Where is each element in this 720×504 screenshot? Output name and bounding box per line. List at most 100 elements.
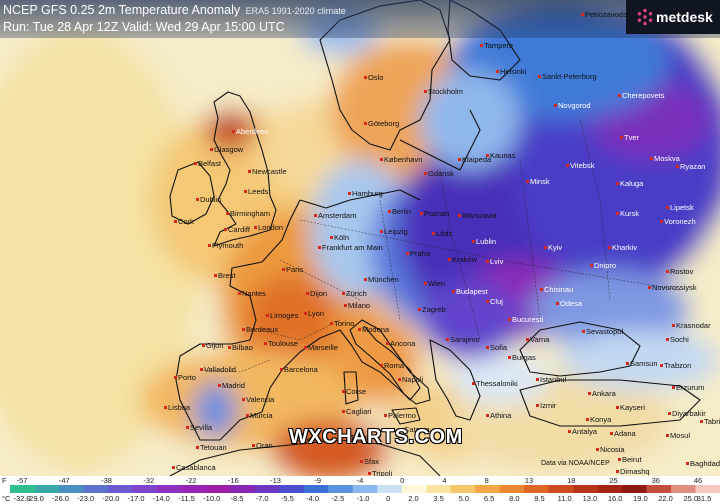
city-label: Berlin (387, 207, 412, 216)
legend-fahrenheit-label: 18 (567, 476, 576, 485)
legend-celsius-label: 8.0 (509, 494, 520, 503)
city-label: Kaunas (485, 151, 516, 160)
legend-celsius-label: 16.0 (607, 494, 623, 503)
city-label: Tver (620, 133, 639, 142)
city-label: Lipetsk (666, 203, 694, 212)
city-label: Birmingham (225, 209, 271, 218)
city-label: Minsk (526, 177, 550, 186)
city-label: Cagliari (341, 407, 372, 416)
city-label: Oslo (363, 73, 384, 82)
city-label: Milano (343, 301, 371, 310)
city-label: Belfast (194, 159, 221, 168)
city-label: Hamburg (348, 189, 383, 198)
city-label: Amsterdam (313, 211, 357, 220)
city-label: Tunis (345, 433, 369, 442)
legend-fahrenheit-label: -47 (58, 476, 70, 485)
city-label: Köln (329, 233, 350, 242)
legend-celsius-label: 5.0 (458, 494, 470, 503)
legend-celsius-row: °C -32.0 -29.0 -26.0 -23.0 -20.0 -17.0 -14.0 -1… (0, 494, 720, 503)
city-label: Helsinki (495, 67, 527, 76)
city-label: Cherepovets (618, 91, 665, 100)
metdesk-logo-text: metdesk (656, 9, 713, 25)
city-label: Kaluga (615, 179, 644, 188)
legend-swatch (181, 485, 207, 493)
city-label: Istanbul (535, 375, 567, 384)
legend-fahrenheit-label: 36 (651, 476, 660, 485)
legend-celsius-label: 19.0 (633, 494, 648, 503)
city-label: Aberdeen (232, 127, 269, 136)
legend-celsius-label: -26.0 (51, 494, 69, 503)
legend-celsius-label: 3.5 (433, 494, 444, 503)
city-label: Poznan (419, 209, 450, 218)
city-label: Bucuresti (507, 315, 544, 324)
city-label: Lviv (485, 257, 504, 266)
city-label: Kursk (615, 209, 640, 218)
map-title: NCEP GFS 0.25 2m Temperature Anomaly ERA… (3, 3, 346, 17)
legend-swatch (254, 485, 280, 493)
city-label: Dnipro (589, 261, 617, 270)
city-label: Samsun (626, 359, 658, 368)
anomaly-map[interactable] (0, 0, 720, 476)
city-label: Nicosia (596, 445, 625, 454)
city-label: Lódz (431, 229, 453, 238)
city-label: Tabriz (699, 418, 720, 426)
legend-swatch (107, 485, 133, 493)
city-label: Konya (585, 415, 612, 424)
city-label: Cluj (486, 297, 503, 306)
legend-swatch (83, 485, 109, 493)
city-label: Gijon (202, 341, 224, 350)
legend-celsius-label: -5.5 (280, 494, 294, 503)
legend-swatch (671, 485, 697, 493)
city-label: Burgas (508, 353, 536, 362)
city-label: Mosul (665, 431, 691, 440)
city-label: Sankt-Peterburg (538, 72, 597, 81)
legend-celsius-label: -4.0 (306, 494, 320, 503)
city-label: Sochi (666, 335, 689, 344)
legend-fahrenheit-label: -9 (314, 476, 322, 485)
map-title-text: NCEP GFS 0.25 2m Temperature Anomaly (3, 3, 241, 17)
city-label: Thessaloniki (472, 379, 518, 388)
city-label: Voronezh (660, 217, 696, 226)
legend-swatch (377, 485, 403, 493)
city-label: Lublin (471, 237, 497, 246)
header-bar (0, 0, 720, 38)
city-label: Roma (379, 361, 405, 370)
legend-swatch (573, 485, 599, 493)
city-label: Newcastle (248, 167, 287, 176)
city-label: Alger (292, 435, 314, 444)
legend-swatch (475, 485, 501, 493)
wxcharts-watermark: WXCHARTS.COM (289, 426, 463, 448)
city-label: Petrozavodsk (580, 10, 631, 19)
city-label: Modena (357, 325, 390, 334)
city-label: Tampere (479, 41, 514, 50)
city-label: Catania (400, 425, 430, 434)
legend-swatch (230, 485, 256, 493)
legend-fahrenheit-label: -13 (270, 476, 281, 485)
legend-celsius-label: -23.0 (77, 494, 95, 503)
legend-swatch (156, 485, 182, 493)
legend-celsius-label: 9.5 (534, 494, 545, 503)
legend-swatch (450, 485, 476, 493)
legend-celsius-label: 11.0 (557, 494, 572, 503)
metdesk-logo[interactable]: metdesk (626, 0, 720, 34)
legend-celsius-label: 0 (386, 494, 391, 503)
city-label: Dublin (195, 195, 222, 204)
metdesk-dots-icon (637, 8, 653, 26)
city-label: København (379, 155, 423, 164)
city-label: Novorossiysk (648, 283, 697, 292)
legend-swatch (279, 485, 305, 493)
legend-swatch (695, 485, 720, 493)
city-label: Porto (174, 373, 196, 382)
city-label: Plymouth (207, 241, 244, 250)
city-label: Rostov (665, 267, 694, 276)
city-label: Stockholm (423, 87, 464, 96)
anomaly-field (0, 0, 720, 476)
legend-swatch (401, 485, 427, 493)
legend-swatch (205, 485, 231, 493)
borders (199, 119, 681, 373)
city-label: Ankara (588, 389, 616, 398)
legend-celsius-label: 25.0 (683, 494, 699, 503)
legend-celsius-label: -11.5 (178, 494, 195, 503)
climate-note: ERA5 1991-2020 climate (245, 6, 346, 16)
city-label: Leipzig (380, 227, 408, 236)
